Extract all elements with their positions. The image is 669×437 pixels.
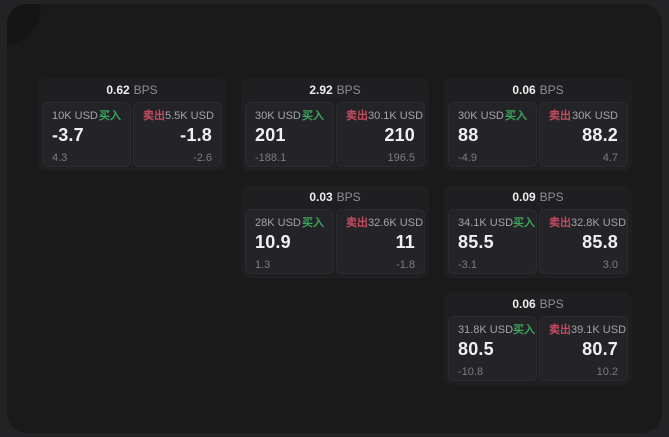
sell-price: 210 (384, 125, 415, 145)
sell-side-label: 卖出 (549, 324, 571, 336)
buy-pane[interactable]: 30K USD 买入 201 -188.1 (245, 102, 334, 167)
bps-value: 0.03 (309, 190, 333, 204)
buy-delta: -188.1 (255, 152, 287, 164)
card-header: 0.09 BPS (444, 185, 632, 209)
card-header: 0.03 BPS (241, 185, 429, 209)
buy-price: 80.5 (458, 339, 494, 359)
bps-unit-label: BPS (539, 190, 564, 204)
sell-side-label: 卖出 (346, 217, 368, 229)
buy-notional: 31.8K USD (458, 324, 514, 336)
buy-side-label: 买入 (99, 110, 121, 122)
sell-pane[interactable]: 卖出 32.6K USD 11 -1.8 (336, 209, 425, 274)
card-header: 0.06 BPS (444, 292, 632, 316)
sell-price: 85.8 (582, 232, 618, 252)
buy-price: 85.5 (458, 232, 494, 252)
bps-unit-label: BPS (539, 297, 564, 311)
sell-side-label: 卖出 (346, 110, 368, 122)
sell-pane[interactable]: 卖出 30K USD 88.2 4.7 (539, 102, 628, 167)
bps-value: 0.06 (512, 297, 536, 311)
sell-notional: 32.6K USD (368, 217, 424, 229)
bps-unit-label: BPS (336, 190, 361, 204)
sell-notional: 32.8K USD (571, 217, 627, 229)
quote-card: 0.62 BPS 10K USD 买入 -3.7 4.3 卖出 5.5K USD… (38, 78, 226, 171)
buy-side-label: 买入 (302, 217, 324, 229)
bps-value: 0.09 (512, 190, 536, 204)
buy-pane[interactable]: 28K USD 买入 10.9 1.3 (245, 209, 334, 274)
card-header: 0.62 BPS (38, 78, 226, 102)
buy-side-label: 买入 (505, 110, 527, 122)
buy-notional: 34.1K USD (458, 217, 514, 229)
buy-notional: 28K USD (255, 217, 301, 229)
quote-card: 2.92 BPS 30K USD 买入 201 -188.1 卖出 30.1K … (241, 78, 429, 171)
buy-side-label: 买入 (302, 110, 324, 122)
bps-value: 0.62 (106, 83, 130, 97)
sell-price: -1.8 (180, 125, 212, 145)
sell-side-label: 卖出 (143, 110, 165, 122)
quote-card: 0.06 BPS 31.8K USD 买入 80.5 -10.8 卖出 39.1… (444, 292, 632, 385)
buy-side-label: 买入 (513, 324, 536, 336)
sell-notional: 30.1K USD (368, 110, 424, 122)
buy-price: 201 (255, 125, 286, 145)
sell-price: 11 (395, 232, 415, 252)
sell-price: 80.7 (582, 339, 618, 359)
sell-delta: -2.6 (193, 152, 212, 164)
buy-pane[interactable]: 10K USD 买入 -3.7 4.3 (42, 102, 131, 167)
bps-unit-label: BPS (133, 83, 158, 97)
bps-value: 2.92 (309, 83, 333, 97)
buy-price: 88 (458, 125, 479, 145)
buy-pane[interactable]: 30K USD 买入 88 -4.9 (448, 102, 537, 167)
quote-card: 0.06 BPS 30K USD 买入 88 -4.9 卖出 30K USD 8… (444, 78, 632, 171)
buy-side-label: 买入 (513, 217, 536, 229)
bps-unit-label: BPS (336, 83, 361, 97)
sell-delta: 196.5 (387, 152, 415, 164)
buy-pane[interactable]: 31.8K USD 买入 80.5 -10.8 (448, 316, 537, 381)
buy-notional: 10K USD (52, 110, 98, 122)
card-header: 0.06 BPS (444, 78, 632, 102)
sell-delta: 10.2 (596, 366, 618, 378)
bps-value: 0.06 (512, 83, 536, 97)
sell-notional: 30K USD (572, 110, 618, 122)
buy-delta: 1.3 (255, 259, 271, 271)
quote-card: 0.09 BPS 34.1K USD 买入 85.5 -3.1 卖出 32.8K… (444, 185, 632, 278)
sell-pane[interactable]: 卖出 5.5K USD -1.8 -2.6 (133, 102, 222, 167)
sell-notional: 39.1K USD (571, 324, 627, 336)
sell-pane[interactable]: 卖出 30.1K USD 210 196.5 (336, 102, 425, 167)
sell-side-label: 卖出 (549, 110, 571, 122)
buy-price: -3.7 (52, 125, 84, 145)
sell-price: 88.2 (582, 125, 618, 145)
sell-delta: 3.0 (602, 259, 618, 271)
sell-delta: 4.7 (602, 152, 618, 164)
buy-delta: 4.3 (52, 152, 68, 164)
sell-notional: 5.5K USD (165, 110, 214, 122)
sell-side-label: 卖出 (549, 217, 571, 229)
quote-card: 0.03 BPS 28K USD 买入 10.9 1.3 卖出 32.6K US… (241, 185, 429, 278)
buy-delta: -4.9 (458, 152, 477, 164)
sell-pane[interactable]: 卖出 32.8K USD 85.8 3.0 (539, 209, 628, 274)
card-header: 2.92 BPS (241, 78, 429, 102)
buy-notional: 30K USD (255, 110, 301, 122)
buy-pane[interactable]: 34.1K USD 买入 85.5 -3.1 (448, 209, 537, 274)
buy-delta: -3.1 (458, 259, 477, 271)
buy-notional: 30K USD (458, 110, 504, 122)
bps-unit-label: BPS (539, 83, 564, 97)
buy-delta: -10.8 (458, 366, 484, 378)
buy-price: 10.9 (255, 232, 291, 252)
sell-pane[interactable]: 卖出 39.1K USD 80.7 10.2 (539, 316, 628, 381)
sell-delta: -1.8 (396, 259, 415, 271)
